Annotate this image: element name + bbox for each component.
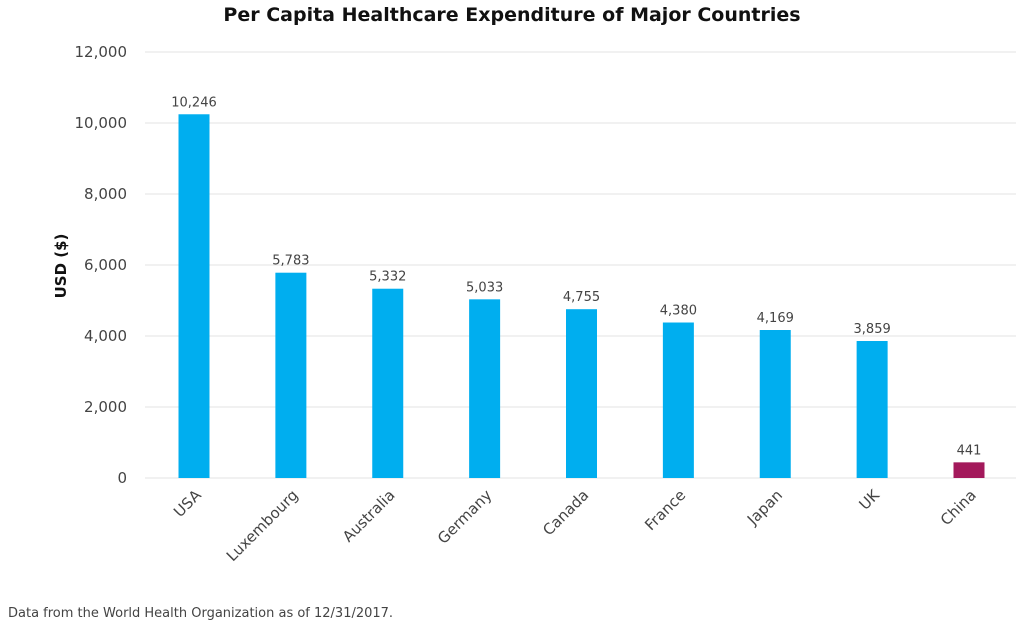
y-tick-label: 0	[117, 469, 127, 487]
footnote: Data from the World Health Organization …	[8, 606, 394, 621]
data-label: 5,332	[369, 270, 406, 285]
y-tick-label: 6,000	[84, 256, 127, 274]
x-tick-label: Japan	[743, 486, 786, 529]
data-label: 3,859	[854, 322, 891, 337]
data-label: 4,169	[757, 311, 794, 326]
bar-china	[953, 462, 985, 478]
y-tick-label: 4,000	[84, 327, 127, 345]
bars	[178, 114, 985, 478]
data-labels: 10,246 5,783 5,332 5,033 4,755 4,380 4,169 3,85…	[171, 95, 981, 458]
x-tick-label: Germany	[434, 486, 496, 548]
category-labels: USA Luxembourg Australia Germany Canada Franc…	[170, 485, 980, 565]
bar-australia	[372, 288, 404, 478]
data-label: 4,755	[563, 290, 600, 305]
data-label: 4,380	[660, 304, 697, 319]
bar-chart: 0 2,000 4,000 6,000 8,000 10,000 12,000 USD ($…	[52, 43, 1016, 565]
x-tick-label: Australia	[339, 486, 399, 546]
y-tick-label: 2,000	[84, 398, 127, 416]
bar-canada	[566, 309, 597, 478]
x-tick-label: Canada	[539, 486, 592, 539]
x-tick-label: China	[937, 486, 980, 529]
y-tick-label: 12,000	[75, 43, 128, 61]
y-tick-label: 10,000	[75, 114, 128, 132]
bar-usa	[178, 114, 210, 478]
y-axis-ticks: 0 2,000 4,000 6,000 8,000 10,000 12,000	[75, 43, 128, 487]
x-tick-label: France	[641, 486, 689, 534]
data-label: 5,783	[272, 254, 309, 269]
chart-title: Per Capita Healthcare Expenditure of Maj…	[223, 4, 801, 26]
data-label: 5,033	[466, 280, 503, 295]
y-axis-label: USD ($)	[52, 234, 70, 299]
bar-france	[662, 322, 694, 478]
bar-germany	[469, 299, 501, 478]
x-tick-label: USA	[170, 486, 205, 521]
bar-luxembourg	[275, 272, 307, 478]
data-label: 10,246	[171, 95, 217, 110]
bar-japan	[759, 330, 791, 478]
x-tick-label: Luxembourg	[223, 486, 302, 565]
x-tick-label: UK	[855, 485, 883, 513]
data-label: 441	[957, 443, 982, 458]
bar-uk	[856, 341, 888, 478]
y-tick-label: 8,000	[84, 185, 127, 203]
